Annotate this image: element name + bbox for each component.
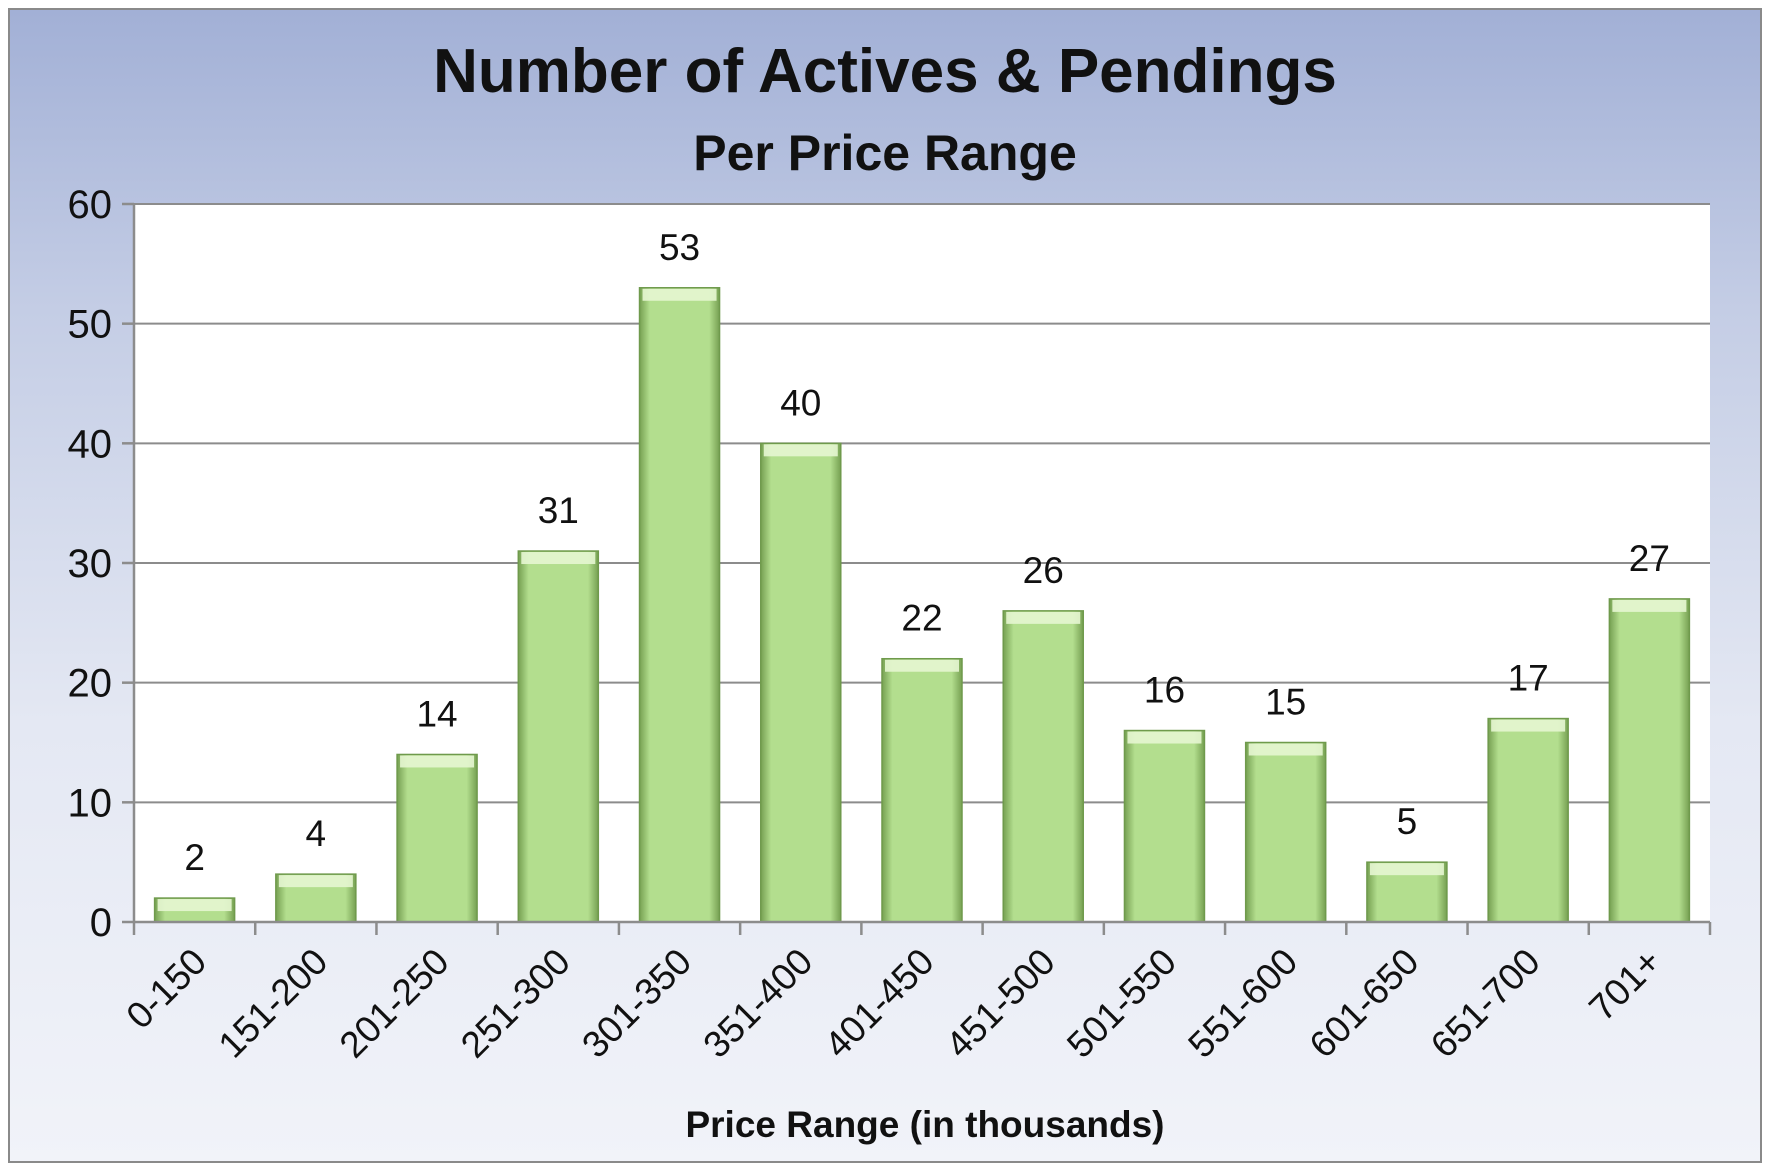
bar-bevel	[884, 659, 960, 672]
bar-bevel	[1006, 611, 1081, 624]
bar-251-300	[517, 550, 600, 923]
bar-301-350	[638, 287, 721, 923]
x-tick-label: 501-550	[1059, 941, 1184, 1066]
y-tick-label: 20	[68, 662, 113, 706]
data-label: 2	[184, 837, 205, 878]
chart-title: Number of Actives & Pendings	[433, 37, 1337, 106]
x-tick-label: 651-700	[1423, 941, 1548, 1066]
x-tick-label: 201-250	[332, 941, 457, 1066]
x-tick-label: 0-150	[118, 941, 214, 1037]
bar-551-600	[1244, 741, 1327, 923]
y-tick-label: 0	[90, 901, 112, 945]
bar-face	[1002, 610, 1084, 923]
bar-bevel	[763, 444, 838, 457]
bar-151-200	[275, 873, 357, 923]
bar-bevel	[157, 899, 232, 912]
bars	[153, 287, 1691, 923]
bar-face	[1608, 598, 1691, 923]
chart-frame: Number of Actives & Pendings Per Price R…	[8, 8, 1762, 1163]
data-label: 26	[1023, 550, 1064, 591]
bar-bevel	[1248, 743, 1323, 756]
bar-401-450	[881, 657, 963, 923]
data-label: 53	[659, 227, 700, 268]
bar-bevel	[1491, 719, 1566, 732]
data-label: 15	[1265, 682, 1306, 723]
bar-face	[881, 657, 963, 923]
x-tick-label: 601-650	[1302, 941, 1427, 1066]
y-tick-label: 10	[68, 781, 113, 825]
data-label: 14	[416, 693, 457, 734]
data-label: 16	[1144, 670, 1185, 711]
data-label: 4	[306, 813, 327, 854]
x-tick-label: 701+	[1581, 941, 1669, 1029]
bar-face	[396, 753, 478, 923]
bar-bevel	[1127, 731, 1202, 744]
data-label: 40	[780, 382, 821, 423]
chart-subtitle: Per Price Range	[693, 125, 1077, 181]
bar-351-400	[760, 442, 842, 923]
bar-face	[517, 550, 600, 923]
x-tick-label: 251-300	[453, 941, 578, 1066]
bar-451-500	[1002, 610, 1084, 923]
bar-0-150	[153, 897, 236, 923]
bar-face	[1244, 741, 1327, 923]
data-label: 17	[1508, 658, 1549, 699]
x-tick-label: 351-400	[695, 941, 820, 1066]
x-tick-label: 451-500	[938, 941, 1063, 1066]
bar-chart: Number of Actives & Pendings Per Price R…	[68, 37, 1712, 1145]
data-label: 27	[1629, 538, 1670, 579]
x-axis-title: Price Range (in thousands)	[685, 1104, 1164, 1145]
bar-bevel	[642, 288, 717, 301]
bar-601-650	[1366, 861, 1448, 923]
data-label: 22	[901, 598, 942, 639]
x-tick-label: 151-200	[210, 941, 335, 1066]
data-label: 5	[1397, 801, 1418, 842]
bar-701+	[1608, 598, 1691, 923]
bar-bevel	[521, 552, 596, 565]
bar-face	[1123, 729, 1206, 923]
axes	[122, 202, 1712, 935]
data-label: 31	[538, 490, 579, 531]
bar-face	[760, 442, 842, 923]
x-tick-label: 401-450	[817, 941, 942, 1066]
bar-bevel	[1612, 599, 1687, 612]
bar-bevel	[278, 875, 353, 888]
x-tick-label: 301-350	[574, 941, 699, 1066]
y-tick-label: 30	[68, 542, 113, 586]
bar-face	[638, 287, 721, 923]
bar-bevel	[400, 755, 475, 768]
y-tick-label: 50	[68, 303, 113, 347]
bar-501-550	[1123, 729, 1206, 923]
bar-651-700	[1487, 717, 1569, 923]
x-tick-label: 551-600	[1180, 941, 1305, 1066]
bar-bevel	[1369, 863, 1444, 876]
y-tick-label: 40	[68, 422, 113, 466]
y-tick-label: 60	[68, 183, 113, 227]
bar-face	[1487, 717, 1569, 923]
bar-201-250	[396, 753, 478, 923]
